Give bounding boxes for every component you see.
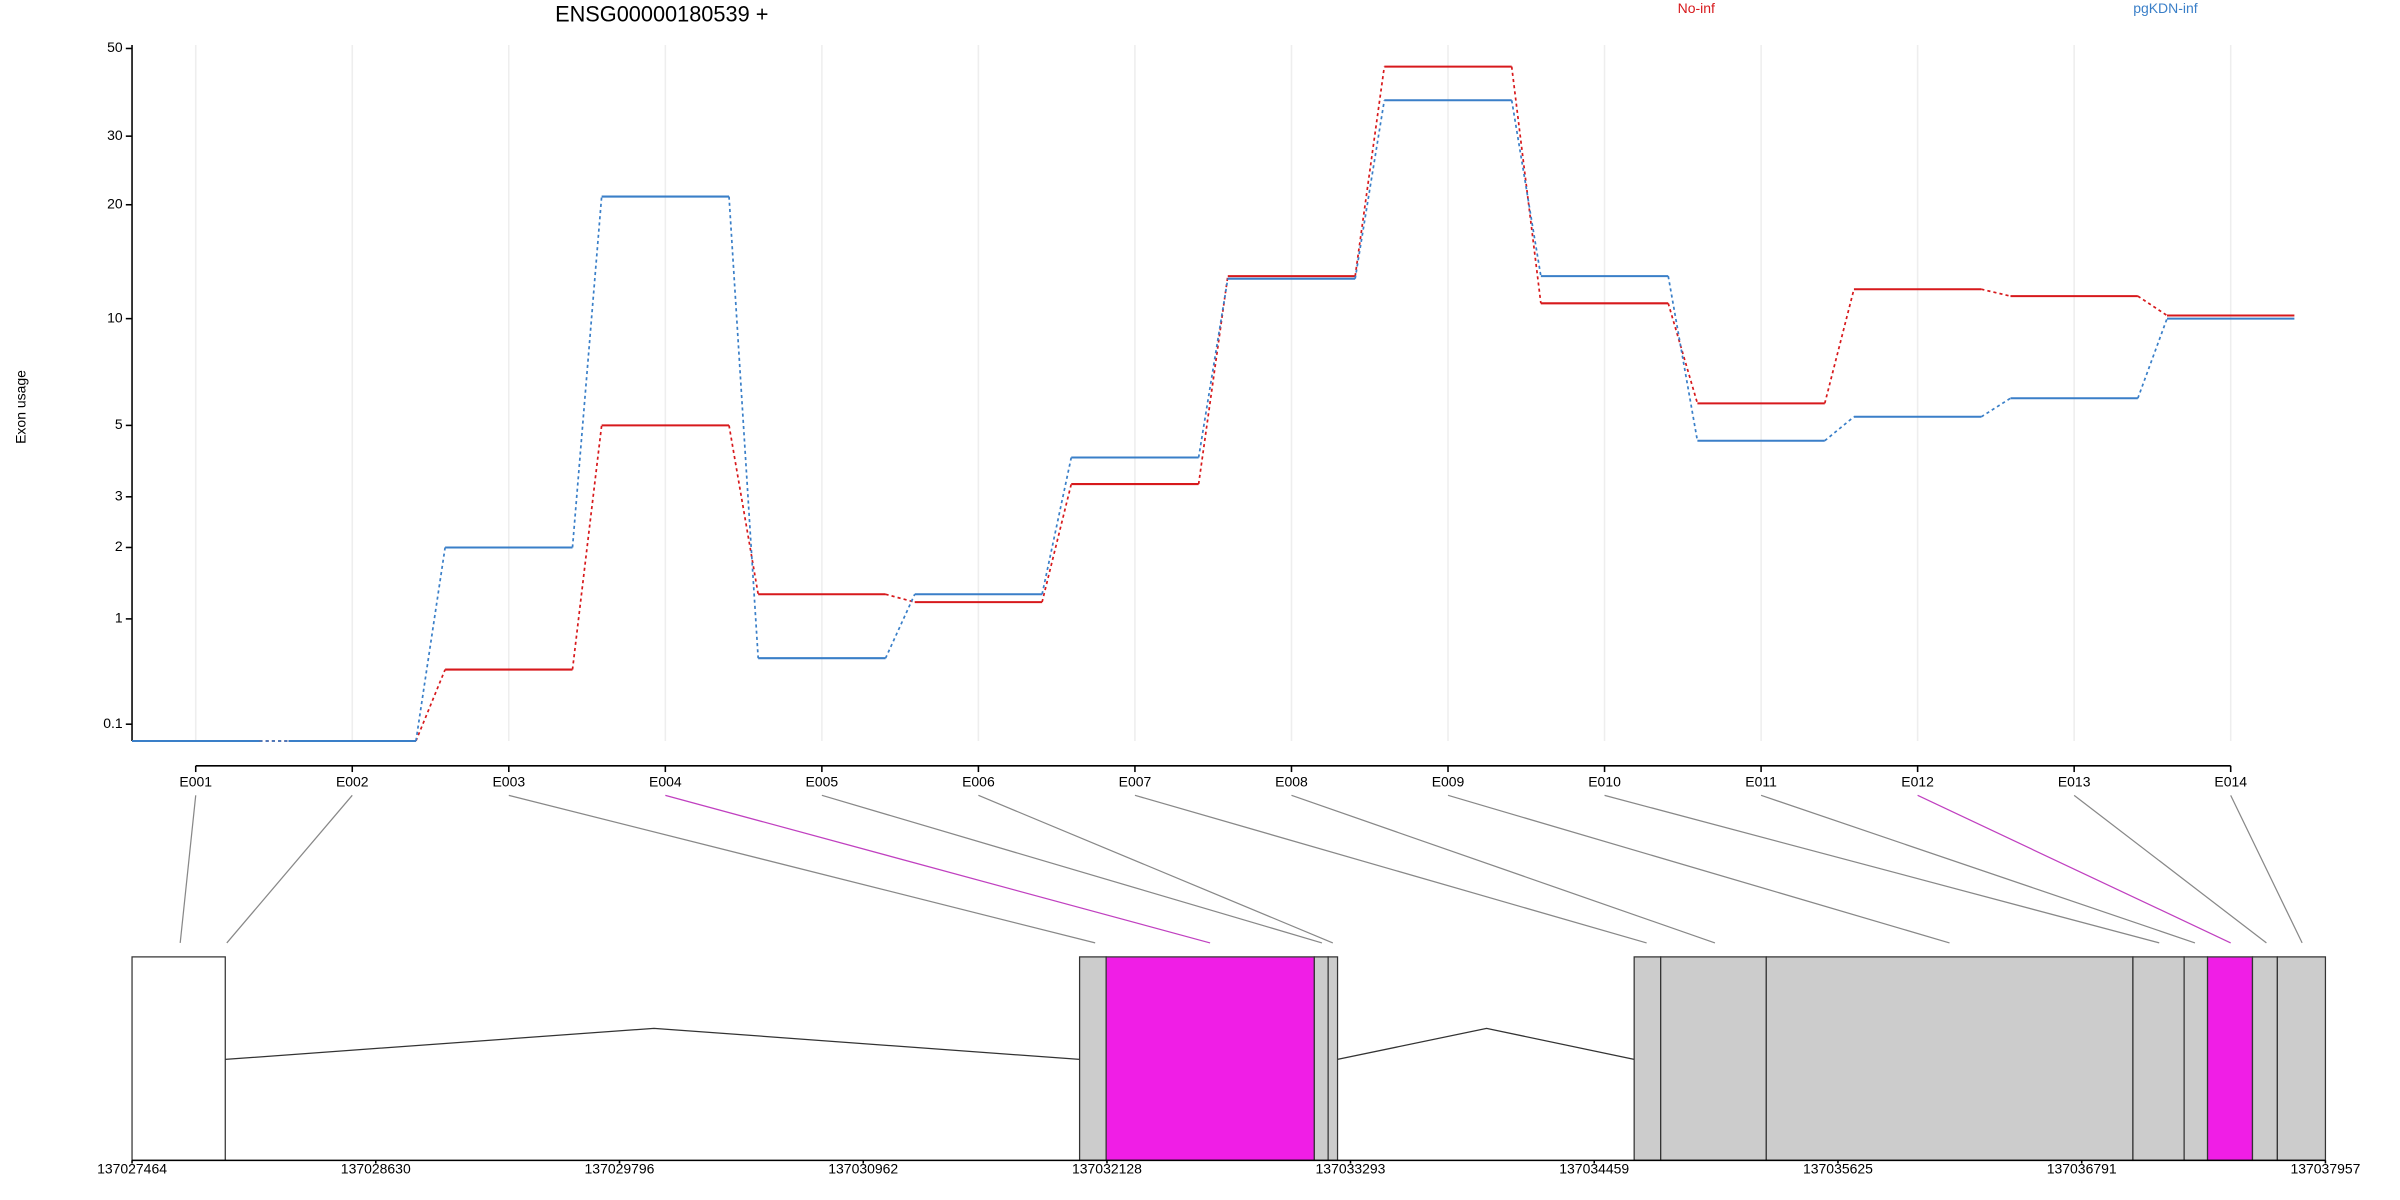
intron xyxy=(225,1027,1080,1061)
connector xyxy=(415,547,446,742)
exon-link xyxy=(2230,795,2303,944)
exon-link xyxy=(1917,794,2231,944)
connector xyxy=(2137,318,2168,399)
y-tick-label: 20 xyxy=(107,195,123,211)
x-tick-label: E008 xyxy=(1275,774,1308,790)
connector xyxy=(1667,303,1699,404)
connector xyxy=(1041,483,1073,603)
exon-link xyxy=(1291,794,1716,944)
chart-title: ENSG00000180539 + xyxy=(555,1,768,26)
x-tick-label: E002 xyxy=(336,774,369,790)
x-tick-label: E014 xyxy=(2214,774,2247,790)
y-tick-label: 30 xyxy=(107,127,123,143)
connector xyxy=(1824,416,1855,442)
connector xyxy=(1354,100,1386,279)
exon xyxy=(1078,956,1107,1162)
x-tick-label: E009 xyxy=(1432,774,1465,790)
y-tick-label: 2 xyxy=(115,538,123,554)
connector xyxy=(1197,276,1229,485)
connector xyxy=(728,425,760,595)
x-tick-label: E001 xyxy=(179,774,212,790)
x-tick-label: 137035625 xyxy=(1803,1160,1873,1176)
exon-link xyxy=(1760,794,2196,944)
exon-link xyxy=(1604,794,2160,944)
exon xyxy=(1633,956,1662,1162)
exon-link xyxy=(2073,794,2267,944)
connector xyxy=(885,593,915,603)
x-tick-label: 137033293 xyxy=(1316,1160,1386,1176)
x-tick-label: E005 xyxy=(806,774,839,790)
legend-label: No-inf xyxy=(1678,0,1715,16)
connector xyxy=(1197,278,1229,458)
connector xyxy=(415,669,446,742)
connector xyxy=(1510,66,1542,304)
exon-link xyxy=(179,795,197,943)
x-tick-label: E010 xyxy=(1588,774,1621,790)
x-tick-label: E012 xyxy=(1901,774,1934,790)
exon xyxy=(1313,956,1329,1162)
connector xyxy=(1981,288,2011,297)
y-tick-label: 3 xyxy=(115,487,123,503)
y-axis-label: Exon usage xyxy=(12,370,28,444)
exon xyxy=(1327,956,1339,1162)
exon-link xyxy=(978,794,1334,944)
exon xyxy=(2183,956,2209,1162)
x-tick-label: 137027464 xyxy=(97,1160,167,1176)
connector xyxy=(1354,66,1386,277)
exon xyxy=(2206,956,2254,1162)
exon xyxy=(2132,956,2185,1162)
exon xyxy=(131,956,226,1162)
connector xyxy=(2137,295,2168,317)
exon-link xyxy=(1447,794,1950,944)
x-tick-label: E011 xyxy=(1745,774,1777,790)
x-tick-label: 137034459 xyxy=(1559,1160,1629,1176)
exon-link xyxy=(226,794,353,944)
x-tick-label: 137036791 xyxy=(2047,1160,2117,1176)
x-tick-label: 137030962 xyxy=(828,1160,898,1176)
x-tick-label: 137029796 xyxy=(585,1160,655,1176)
x-tick-label: 137028630 xyxy=(341,1160,411,1176)
exon xyxy=(1765,956,2134,1162)
intron xyxy=(1337,1027,1635,1061)
connector xyxy=(1510,100,1542,277)
exon xyxy=(2276,956,2327,1162)
connector xyxy=(1980,397,2011,418)
exon xyxy=(1105,956,1315,1162)
x-tick-label: E013 xyxy=(2058,774,2091,790)
x-tick-label: E007 xyxy=(1119,774,1152,790)
exon-link xyxy=(1134,794,1647,944)
y-tick-label: 5 xyxy=(115,416,123,432)
y-tick-label: 10 xyxy=(107,309,123,325)
x-tick-label: 137032128 xyxy=(1072,1160,1142,1176)
x-tick-label: E003 xyxy=(492,774,525,790)
connector xyxy=(1823,289,1855,404)
x-tick-label: 137037957 xyxy=(2290,1160,2360,1176)
y-tick-label: 50 xyxy=(107,39,123,55)
y-tick-label: 0.1 xyxy=(103,715,123,731)
exon xyxy=(2251,956,2278,1162)
legend-label: pgKDN-inf xyxy=(2133,0,2198,16)
connector xyxy=(728,196,760,659)
connector xyxy=(1041,457,1073,595)
x-tick-label: E006 xyxy=(962,774,995,790)
exon-link xyxy=(508,794,1096,944)
y-tick-label: 1 xyxy=(115,610,123,626)
connector xyxy=(1667,276,1699,441)
connector xyxy=(571,425,603,670)
exon-link xyxy=(821,794,1323,944)
exon-link xyxy=(665,794,1211,944)
exon xyxy=(1660,956,1767,1162)
connector xyxy=(571,196,603,548)
x-tick-label: E004 xyxy=(649,774,682,790)
connector xyxy=(884,593,916,659)
